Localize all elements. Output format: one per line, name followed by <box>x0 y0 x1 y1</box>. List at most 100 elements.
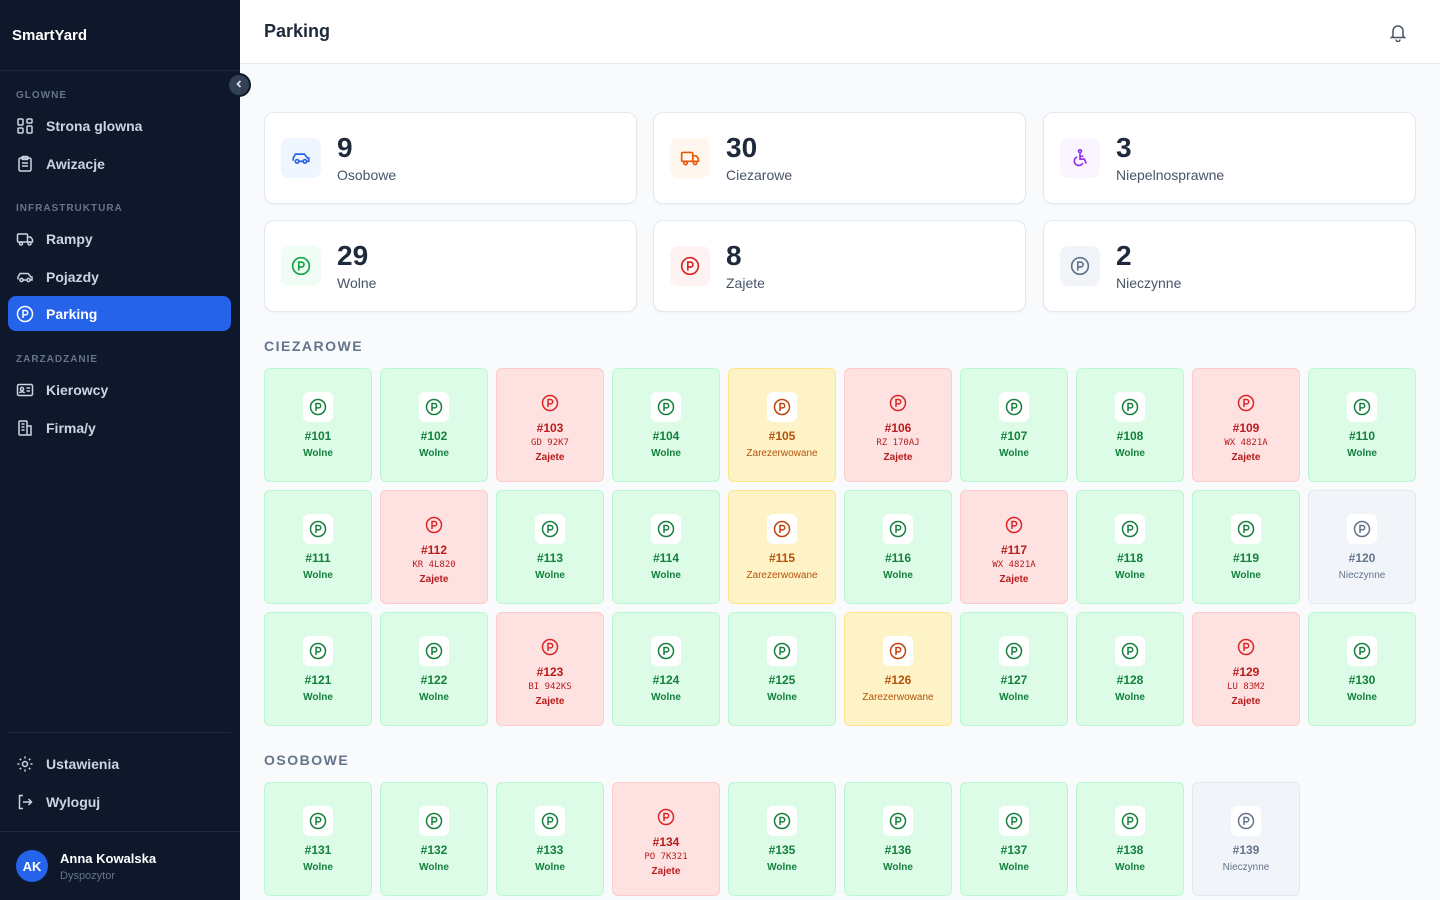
spot-number: #103 <box>536 420 564 435</box>
parking-spot[interactable]: #121 Wolne <box>264 612 372 726</box>
sidebar-collapse-button[interactable] <box>227 73 251 97</box>
stat-value: 30 <box>726 132 758 163</box>
spot-number: #120 <box>1348 550 1376 565</box>
user-profile[interactable]: AK Anna Kowalska Dyspozytor <box>0 831 240 900</box>
spot-number: #105 <box>768 428 796 443</box>
parking-icon <box>1347 635 1377 666</box>
parking-spot[interactable]: #101 Wolne <box>264 368 372 482</box>
gear-icon <box>16 755 34 773</box>
stat-value: 3 <box>1116 132 1132 163</box>
spot-status: Wolne <box>883 861 913 873</box>
stat-card-nieczynne: 2 Nieczynne <box>1043 220 1416 312</box>
bell-icon[interactable] <box>1388 22 1408 43</box>
spot-status: Wolne <box>999 691 1029 703</box>
parking-spot[interactable]: #132 Wolne <box>380 782 488 896</box>
parking-spot[interactable]: #113 Wolne <box>496 490 604 604</box>
stat-card-ciezarowe: 30 Ciezarowe <box>653 112 1026 204</box>
parking-icon <box>1115 805 1145 836</box>
stat-card-osobowe: 9 Osobowe <box>264 112 637 204</box>
parking-icon <box>1347 391 1377 422</box>
parking-spot[interactable]: #104 Wolne <box>612 368 720 482</box>
sidebar-item-firmy[interactable]: Firma/y <box>8 410 231 445</box>
parking-icon <box>999 391 1029 422</box>
parking-spot[interactable]: #130 Wolne <box>1308 612 1416 726</box>
parking-icon <box>303 391 333 422</box>
stat-label: Wolne <box>337 275 377 291</box>
truck-icon <box>670 138 710 178</box>
stat-label: Ciezarowe <box>726 167 793 183</box>
stat-value: 29 <box>337 240 369 271</box>
parking-spot[interactable]: #135 Wolne <box>728 782 836 896</box>
sidebar-item-label: Kierowcy <box>46 381 109 398</box>
parking-spot[interactable]: #138 Wolne <box>1076 782 1184 896</box>
parking-spot[interactable]: #133 Wolne <box>496 782 604 896</box>
spot-status: Wolne <box>303 691 333 703</box>
spot-number: #119 <box>1232 550 1260 565</box>
parking-icon <box>281 246 321 286</box>
spot-status: Wolne <box>651 691 681 703</box>
parking-spot[interactable]: #129 LU 83M2 Zajete <box>1192 612 1300 726</box>
parking-spot[interactable]: #114 Wolne <box>612 490 720 604</box>
parking-icon <box>419 805 449 836</box>
parking-icon <box>883 388 913 418</box>
parking-spot[interactable]: #126 Zarezerwowane <box>844 612 952 726</box>
sidebar-item-strona-glowna[interactable]: Strona glowna <box>8 108 231 143</box>
parking-spot[interactable]: #119 Wolne <box>1192 490 1300 604</box>
parking-spot[interactable]: #102 Wolne <box>380 368 488 482</box>
stat-label: Osobowe <box>337 167 397 183</box>
parking-spot[interactable]: #116 Wolne <box>844 490 952 604</box>
parking-spot[interactable]: #105 Zarezerwowane <box>728 368 836 482</box>
parking-spot[interactable]: #103 GD 92K7 Zajete <box>496 368 604 482</box>
spot-status: Wolne <box>303 447 333 459</box>
parking-spot[interactable]: #117 WX 4821A Zajete <box>960 490 1068 604</box>
parking-icon <box>767 513 797 544</box>
sidebar-item-label: Awizacje <box>46 155 105 172</box>
parking-spot[interactable]: #127 Wolne <box>960 612 1068 726</box>
parking-spot[interactable]: #110 Wolne <box>1308 368 1416 482</box>
parking-spot[interactable]: #107 Wolne <box>960 368 1068 482</box>
spot-status: Wolne <box>651 447 681 459</box>
spot-status: Zajete <box>999 573 1029 585</box>
license-plate: WX 4821A <box>992 559 1036 570</box>
spot-number: #109 <box>1232 420 1260 435</box>
sidebar-item-label: Rampy <box>46 230 93 247</box>
sidebar-item-wyloguj[interactable]: Wyloguj <box>8 784 231 819</box>
sidebar-item-rampy[interactable]: Rampy <box>8 221 231 256</box>
sidebar-item-awizacje[interactable]: Awizacje <box>8 146 231 181</box>
parking-icon <box>16 305 34 323</box>
spot-number: #108 <box>1116 428 1144 443</box>
parking-spot[interactable]: #122 Wolne <box>380 612 488 726</box>
parking-spot[interactable]: #125 Wolne <box>728 612 836 726</box>
parking-spot[interactable]: #109 WX 4821A Zajete <box>1192 368 1300 482</box>
app-logo: SmartYard <box>0 0 240 71</box>
parking-spot[interactable]: #106 RZ 170AJ Zajete <box>844 368 952 482</box>
parking-spot[interactable]: #123 BI 942KS Zajete <box>496 612 604 726</box>
sidebar-item-kierowcy[interactable]: Kierowcy <box>8 372 231 407</box>
parking-spot[interactable]: #131 Wolne <box>264 782 372 896</box>
parking-spot[interactable]: #128 Wolne <box>1076 612 1184 726</box>
sidebar-item-parking[interactable]: Parking <box>8 296 231 331</box>
parking-spot[interactable]: #137 Wolne <box>960 782 1068 896</box>
sidebar-item-pojazdy[interactable]: Pojazdy <box>8 259 231 294</box>
parking-spot[interactable]: #115 Zarezerwowane <box>728 490 836 604</box>
parking-icon <box>1231 388 1261 418</box>
parking-spot[interactable]: #124 Wolne <box>612 612 720 726</box>
parking-spot[interactable]: #111 Wolne <box>264 490 372 604</box>
parking-spot[interactable]: #120 Nieczynne <box>1308 490 1416 604</box>
parking-spot[interactable]: #108 Wolne <box>1076 368 1184 482</box>
parking-spot[interactable]: #139 Nieczynne <box>1192 782 1300 896</box>
parking-spot[interactable]: #134 PO 7K321 Zajete <box>612 782 720 896</box>
clipboard-icon <box>16 155 34 173</box>
spot-status: Wolne <box>999 861 1029 873</box>
spot-status: Nieczynne <box>1338 569 1386 581</box>
parking-spot[interactable]: #112 KR 4L820 Zajete <box>380 490 488 604</box>
sidebar-item-ustawienia[interactable]: Ustawienia <box>8 746 231 781</box>
stat-value: 8 <box>726 240 742 271</box>
spot-status: Wolne <box>1347 447 1377 459</box>
chevron-left-icon <box>234 76 244 94</box>
parking-spot[interactable]: #118 Wolne <box>1076 490 1184 604</box>
parking-icon <box>303 805 333 836</box>
avatar: AK <box>16 850 48 882</box>
spot-status: Wolne <box>419 691 449 703</box>
parking-spot[interactable]: #136 Wolne <box>844 782 952 896</box>
